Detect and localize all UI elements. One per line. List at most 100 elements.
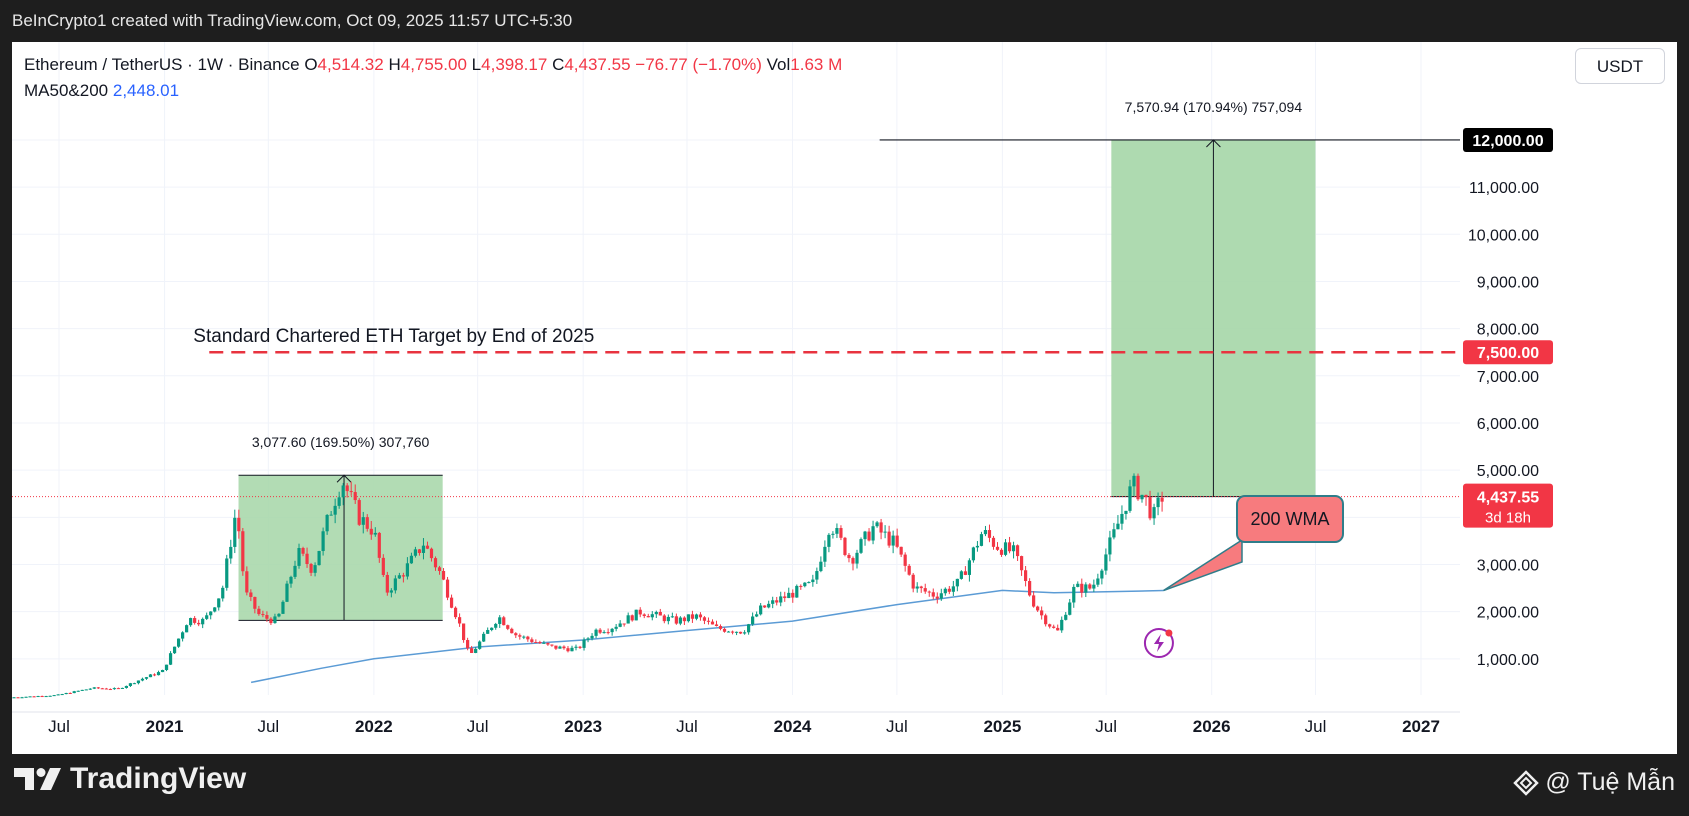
diamond-icon	[1513, 769, 1540, 796]
candle-body	[767, 603, 771, 608]
candle-body	[1124, 510, 1128, 514]
candle-body	[562, 646, 566, 649]
candle-body	[714, 624, 719, 627]
candle-body	[594, 629, 598, 636]
candle-body	[498, 617, 502, 624]
candle-body	[462, 623, 466, 641]
candle-body	[1011, 545, 1016, 552]
candle-body	[409, 555, 414, 564]
candle-body	[919, 586, 923, 589]
candle-body	[120, 687, 124, 689]
candle-body	[771, 600, 775, 604]
candle-body	[341, 485, 345, 498]
candle-body	[979, 534, 984, 546]
candle-body	[807, 582, 811, 584]
x-tick-label: Jul	[467, 717, 489, 736]
candle-body	[755, 614, 759, 617]
x-tick-label: Jul	[257, 717, 279, 736]
candle-body	[987, 530, 992, 538]
candle-body	[449, 597, 454, 608]
x-tick-label: Jul	[48, 717, 70, 736]
candle-body	[474, 648, 478, 653]
candle-body	[164, 664, 169, 670]
candle-body	[879, 522, 883, 533]
candle-body	[666, 616, 670, 622]
symbol-label[interactable]: Ethereum / TetherUS · 1W · Binance	[24, 55, 300, 74]
candle-body	[1068, 602, 1072, 615]
candle-body	[88, 688, 92, 690]
tradingview-logo[interactable]: TradingView	[14, 762, 246, 796]
candle-body	[582, 639, 586, 648]
candle-body	[273, 616, 277, 624]
candle-body	[1072, 586, 1076, 603]
candle-body	[36, 696, 40, 698]
candle-body	[193, 618, 197, 623]
candle-body	[791, 592, 795, 598]
wma-callout-box	[1236, 495, 1344, 543]
candle-body	[923, 588, 927, 592]
price-tag-12000: 12,000.00	[1472, 133, 1543, 150]
candle-body	[502, 617, 506, 626]
candle-body	[662, 615, 666, 622]
candle-body	[457, 617, 462, 624]
candle-body	[353, 492, 357, 501]
candle-body	[598, 629, 602, 633]
candle-body	[799, 585, 803, 587]
candle-body	[68, 692, 72, 694]
candle-body	[48, 695, 52, 697]
candle-body	[887, 531, 891, 546]
candle-body	[1032, 595, 1036, 607]
candle-body	[478, 641, 482, 649]
candle-body	[24, 696, 28, 698]
past-move-box	[238, 475, 443, 621]
candle-body	[189, 618, 193, 626]
candle-body	[566, 648, 570, 652]
candle-body	[261, 614, 265, 616]
candle-body	[951, 586, 955, 592]
candle-body	[494, 623, 498, 628]
candle-body	[1076, 583, 1080, 587]
candle-body	[1048, 624, 1052, 627]
candle-body	[634, 609, 638, 621]
x-tick-label: 2023	[564, 717, 602, 736]
candle-body	[132, 683, 137, 685]
candle-body	[642, 614, 646, 617]
candle-body	[718, 626, 723, 629]
candle-body	[253, 596, 257, 609]
candle-body	[337, 497, 341, 506]
candle-body	[213, 607, 217, 612]
candle-body	[1144, 494, 1148, 498]
candle-body	[602, 632, 606, 634]
candle-body	[734, 631, 739, 633]
chart-frame[interactable]: 1,000.00 2,000.00 3,000.00 5,000.00 6,000.00…	[12, 42, 1677, 754]
candle-body	[1024, 570, 1028, 582]
currency-unit-button[interactable]: USDT	[1575, 48, 1665, 84]
candle-body	[578, 646, 582, 648]
candle-body	[116, 688, 120, 690]
candle-body	[726, 631, 731, 633]
ma-label[interactable]: MA50&200	[24, 81, 109, 100]
candle-body	[622, 623, 626, 625]
candle-body	[967, 560, 972, 575]
brand-name: TradingView	[70, 762, 247, 795]
candle-body	[759, 605, 763, 615]
candle-body	[241, 531, 245, 572]
candle-body	[1007, 542, 1012, 552]
price-tag-7500-bg	[1463, 340, 1553, 365]
candle-body	[907, 565, 911, 575]
candle-body	[233, 517, 237, 547]
candle-body	[915, 586, 919, 589]
candle-body	[546, 642, 550, 645]
candle-body	[201, 618, 205, 625]
chart-svg[interactable]: 1,000.00 2,000.00 3,000.00 5,000.00 6,000.00…	[12, 42, 1677, 754]
candle-body	[285, 583, 289, 602]
candle-body	[1019, 556, 1024, 571]
candle-body	[678, 617, 682, 624]
candle-body	[574, 646, 578, 648]
open-value: 4,514.32	[317, 55, 384, 74]
candle-body	[56, 694, 60, 696]
price-tag-7500: 7,500.00	[1477, 345, 1539, 362]
candle-body	[393, 578, 397, 591]
candle-body	[108, 689, 112, 691]
candle-body	[1132, 475, 1136, 487]
